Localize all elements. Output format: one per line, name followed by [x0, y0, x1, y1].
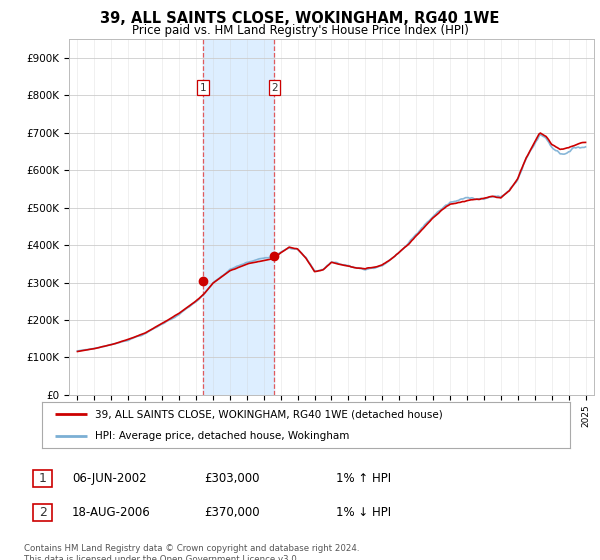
- Text: HPI: Average price, detached house, Wokingham: HPI: Average price, detached house, Woki…: [95, 431, 349, 441]
- Text: 18-AUG-2006: 18-AUG-2006: [72, 506, 151, 519]
- Text: 1% ↓ HPI: 1% ↓ HPI: [336, 506, 391, 519]
- Text: 1% ↑ HPI: 1% ↑ HPI: [336, 472, 391, 486]
- Text: Contains HM Land Registry data © Crown copyright and database right 2024.
This d: Contains HM Land Registry data © Crown c…: [24, 544, 359, 560]
- Text: 39, ALL SAINTS CLOSE, WOKINGHAM, RG40 1WE: 39, ALL SAINTS CLOSE, WOKINGHAM, RG40 1W…: [100, 11, 500, 26]
- Text: £303,000: £303,000: [204, 472, 260, 486]
- Text: £370,000: £370,000: [204, 506, 260, 519]
- Bar: [203, 39, 274, 395]
- Text: 1: 1: [38, 472, 47, 486]
- Text: 2: 2: [271, 83, 278, 93]
- Text: 2: 2: [38, 506, 47, 519]
- Text: 06-JUN-2002: 06-JUN-2002: [72, 472, 146, 486]
- Text: Price paid vs. HM Land Registry's House Price Index (HPI): Price paid vs. HM Land Registry's House …: [131, 24, 469, 36]
- Text: 39, ALL SAINTS CLOSE, WOKINGHAM, RG40 1WE (detached house): 39, ALL SAINTS CLOSE, WOKINGHAM, RG40 1W…: [95, 409, 443, 419]
- Text: 1: 1: [200, 83, 206, 93]
